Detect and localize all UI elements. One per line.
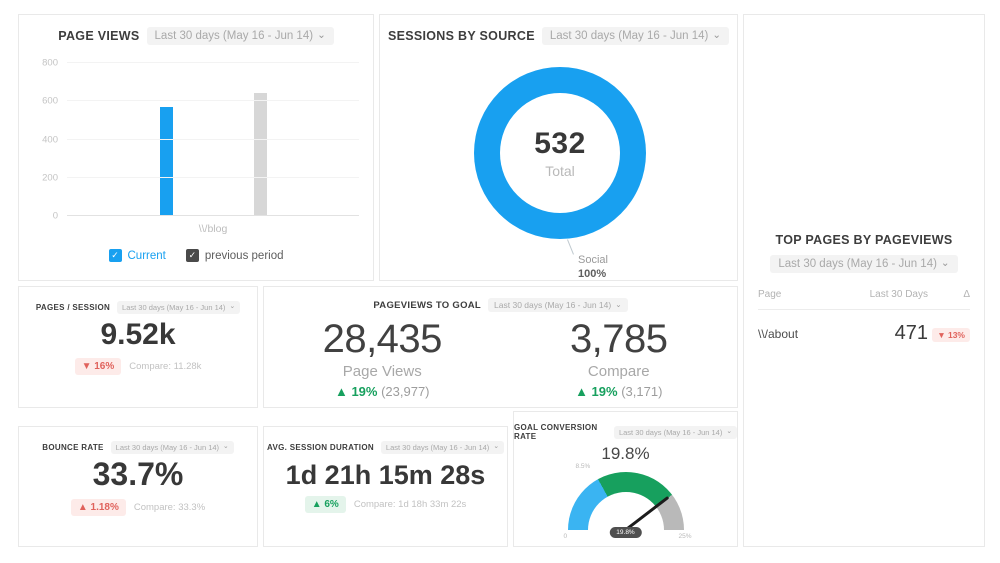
y-axis-tick: 600 xyxy=(42,95,58,107)
pageviews-to-goal-card: PAGEVIEWS TO GOAL Last 30 days (May 16 -… xyxy=(263,286,738,408)
donut-chart[interactable]: 532 Total xyxy=(474,67,646,239)
donut-total-value: 532 xyxy=(534,127,586,160)
bar-current[interactable] xyxy=(160,107,174,216)
page-name: \\/about xyxy=(758,326,799,341)
chevron-down-icon: ⌄ xyxy=(229,303,236,311)
gridline xyxy=(67,176,359,178)
delta-value: ▲ 19% xyxy=(575,384,618,399)
chevron-down-icon: ⌄ xyxy=(615,300,622,310)
delta-badge: ▲ 6% xyxy=(304,496,346,514)
delta-detail: (23,977) xyxy=(381,384,430,399)
compare-value: Compare: 33.3% xyxy=(133,501,206,513)
top-pages-card: TOP PAGES BY PAGEVIEWS Last 30 days (May… xyxy=(743,14,985,547)
page-views-value: 471 xyxy=(894,322,928,344)
donut-total-label: Total xyxy=(545,163,575,179)
top-pages-date-range-dropdown[interactable]: Last 30 days (May 16 - Jun 14) ⌄ xyxy=(770,255,958,273)
chevron-down-icon: ⌄ xyxy=(493,443,499,451)
sessions-by-source-card: SESSIONS BY SOURCE Last 30 days (May 16 … xyxy=(379,14,738,281)
gauge-needle-value-pill: 19.8% xyxy=(609,527,642,538)
avg-session-duration-title: AVG. SESSION DURATION xyxy=(267,443,374,452)
delta-badge: ▼ 16% xyxy=(74,357,122,375)
sessions-date-range-dropdown[interactable]: Last 30 days (May 16 - Jun 14) ⌄ xyxy=(541,27,730,45)
y-axis-tick: 200 xyxy=(42,172,58,184)
gauge-chart: 0 25% 8.5% 19.8% xyxy=(564,463,692,540)
gridline xyxy=(67,62,359,63)
delta-badge: ▲ 1.18% xyxy=(70,498,126,516)
compare-value: Compare: 11.28k xyxy=(129,360,202,372)
pages-per-session-value: 9.52k xyxy=(100,318,176,351)
gauge-max-label: 25% xyxy=(678,533,692,540)
y-axis-tick: 800 xyxy=(42,57,58,69)
column-header-last-30-days: Last 30 Days xyxy=(869,289,928,300)
bar-chart-plot: 0 200 400 600 800 xyxy=(42,58,359,222)
column-header-page: Page xyxy=(758,289,782,300)
pageviews-to-goal-date-range-dropdown[interactable]: Last 30 days (May 16 - Jun 14) ⌄ xyxy=(488,298,628,312)
delta-detail: (3,171) xyxy=(621,384,663,399)
chevron-down-icon: ⌄ xyxy=(223,443,229,451)
column-header-delta: Δ xyxy=(963,289,970,300)
avg-session-duration-card: AVG. SESSION DURATION Last 30 days (May … xyxy=(263,426,508,547)
avg-session-duration-date-range-dropdown[interactable]: Last 30 days (May 16 - Jun 14) ⌄ xyxy=(380,441,504,454)
y-axis-tick: 400 xyxy=(42,134,58,145)
checkbox-checked-icon[interactable]: ✓ xyxy=(108,249,122,262)
chevron-down-icon: ⌄ xyxy=(940,257,950,269)
y-axis-tick: 0 xyxy=(52,210,58,222)
pages-per-session-date-range-dropdown[interactable]: Last 30 days (May 16 - Jun 14) ⌄ xyxy=(117,301,241,314)
metric-value: 28,435 xyxy=(322,317,443,361)
delta-value: ▲ 19% xyxy=(334,384,378,399)
metric-value: 3,785 xyxy=(569,317,668,361)
gauge-marker-label: 8.5% xyxy=(575,463,591,470)
avg-session-duration-value: 1d 21h 15m 28s xyxy=(285,460,486,490)
chart-legend: ✓ Current ✓ previous period xyxy=(19,249,373,262)
metric-page-views: 28,435 Page Views ▲ 19% (23,977) xyxy=(264,318,501,399)
bounce-rate-value: 33.7% xyxy=(92,456,184,492)
x-axis-label: \\/blog xyxy=(198,223,228,235)
pageviews-to-goal-title: PAGEVIEWS TO GOAL xyxy=(373,299,482,311)
legend-previous-period[interactable]: ✓ previous period xyxy=(185,249,284,262)
page-views-date-range-dropdown[interactable]: Last 30 days (May 16 - Jun 14) ⌄ xyxy=(146,27,334,45)
table-row: \\/about 471 ▼ 13% xyxy=(758,310,970,345)
top-pages-title: TOP PAGES BY PAGEVIEWS xyxy=(775,233,953,247)
gridline xyxy=(67,215,359,216)
goal-conversion-rate-value: 19.8% xyxy=(601,444,650,463)
gridline xyxy=(67,100,359,102)
chevron-down-icon: ⌄ xyxy=(726,427,732,435)
bounce-rate-card: BOUNCE RATE Last 30 days (May 16 - Jun 1… xyxy=(18,426,258,547)
metric-label: Compare xyxy=(587,363,650,380)
sessions-by-source-title: SESSIONS BY SOURCE xyxy=(387,29,535,43)
page-views-card: PAGE VIEWS Last 30 days (May 16 - Jun 14… xyxy=(18,14,374,281)
goal-conversion-rate-title: GOAL CONVERSION RATE xyxy=(514,423,598,441)
bar-previous[interactable] xyxy=(253,92,267,216)
donut-center: 532 Total xyxy=(500,93,620,213)
pages-per-session-card: PAGES / SESSION Last 30 days (May 16 - J… xyxy=(18,286,258,408)
page-views-title: PAGE VIEWS xyxy=(58,29,140,43)
metric-label: Page Views xyxy=(342,363,422,380)
donut-slice-label: Social 100% xyxy=(578,254,608,281)
checkbox-checked-icon[interactable]: ✓ xyxy=(185,249,199,262)
legend-current[interactable]: ✓ Current xyxy=(108,249,166,262)
delta-badge: ▼ 13% xyxy=(932,327,970,342)
bounce-rate-title: BOUNCE RATE xyxy=(42,443,104,452)
top-pages-table: Page Last 30 Days Δ \\/about 471 ▼ 13% xyxy=(758,289,970,345)
bounce-rate-date-range-dropdown[interactable]: Last 30 days (May 16 - Jun 14) ⌄ xyxy=(110,441,234,454)
donut-leader-line xyxy=(567,239,574,255)
goal-conversion-rate-card: GOAL CONVERSION RATE Last 30 days (May 1… xyxy=(513,411,738,547)
compare-value: Compare: 1d 18h 33m 22s xyxy=(353,499,467,511)
goal-conversion-date-range-dropdown[interactable]: Last 30 days (May 16 - Jun 14) ⌄ xyxy=(613,425,737,439)
chevron-down-icon: ⌄ xyxy=(317,29,326,41)
metric-compare: 3,785 Compare ▲ 19% (3,171) xyxy=(501,318,738,399)
pages-per-session-title: PAGES / SESSION xyxy=(35,303,111,312)
chevron-down-icon: ⌄ xyxy=(712,29,722,41)
table-header: Page Last 30 Days Δ xyxy=(758,289,970,310)
gridline xyxy=(67,138,359,140)
gauge-min-label: 0 xyxy=(563,533,568,540)
